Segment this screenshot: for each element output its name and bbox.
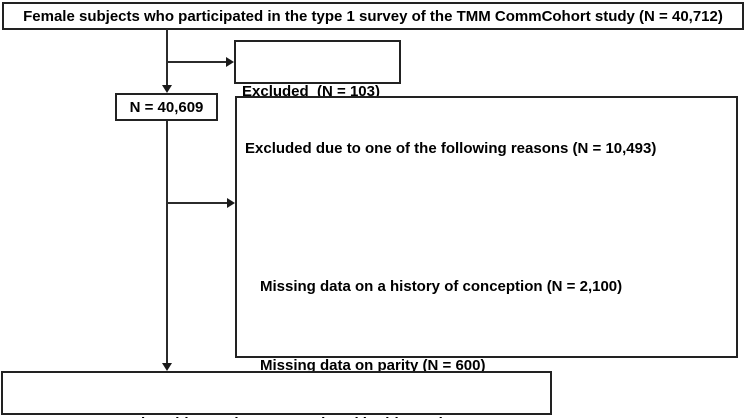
arrowhead-down-icon [162, 85, 172, 93]
connector-vertical-1 [166, 29, 168, 86]
connector-horizontal-1 [167, 61, 226, 63]
exclusion-reasons-header: Excluded due to one of the following rea… [245, 139, 657, 157]
arrowhead-right-icon [227, 198, 235, 208]
box-n-remaining: N = 40,609 [115, 93, 218, 121]
excluded-type1-line1: Excluded (N = 103) [242, 83, 380, 100]
box-cohort-population: Female subjects who participated in the … [2, 2, 744, 30]
arrowhead-right-icon [226, 57, 234, 67]
box-analyzed-population: Female subjects who were analyzed in thi… [1, 371, 552, 418]
cohort-population-text: Female subjects who participated in the … [23, 7, 723, 25]
arrowhead-down-icon [162, 363, 172, 371]
box-exclusion-reasons: Excluded due to one of the following rea… [235, 96, 738, 374]
analyzed-population-line1: Female subjects who were analyzed in thi… [3, 414, 550, 418]
box-excluded-type1-diabetes: Excluded (N = 103) Type 1 diabetes [234, 40, 401, 160]
exclusion-reason-item: Missing data on parity (N = 600) [260, 357, 486, 375]
n-remaining-text: N = 40,609 [129, 98, 204, 116]
connector-horizontal-2 [167, 202, 227, 204]
exclusion-reasons-list: Missing data on a history of conception … [245, 198, 730, 418]
exclusion-reason-item: Missing data on a history of conception … [260, 278, 623, 296]
connector-vertical-2 [166, 121, 168, 364]
